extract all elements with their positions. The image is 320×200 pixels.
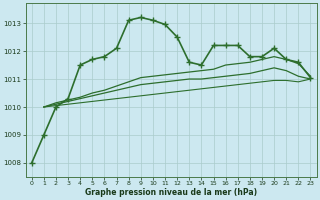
X-axis label: Graphe pression niveau de la mer (hPa): Graphe pression niveau de la mer (hPa) (85, 188, 257, 197)
